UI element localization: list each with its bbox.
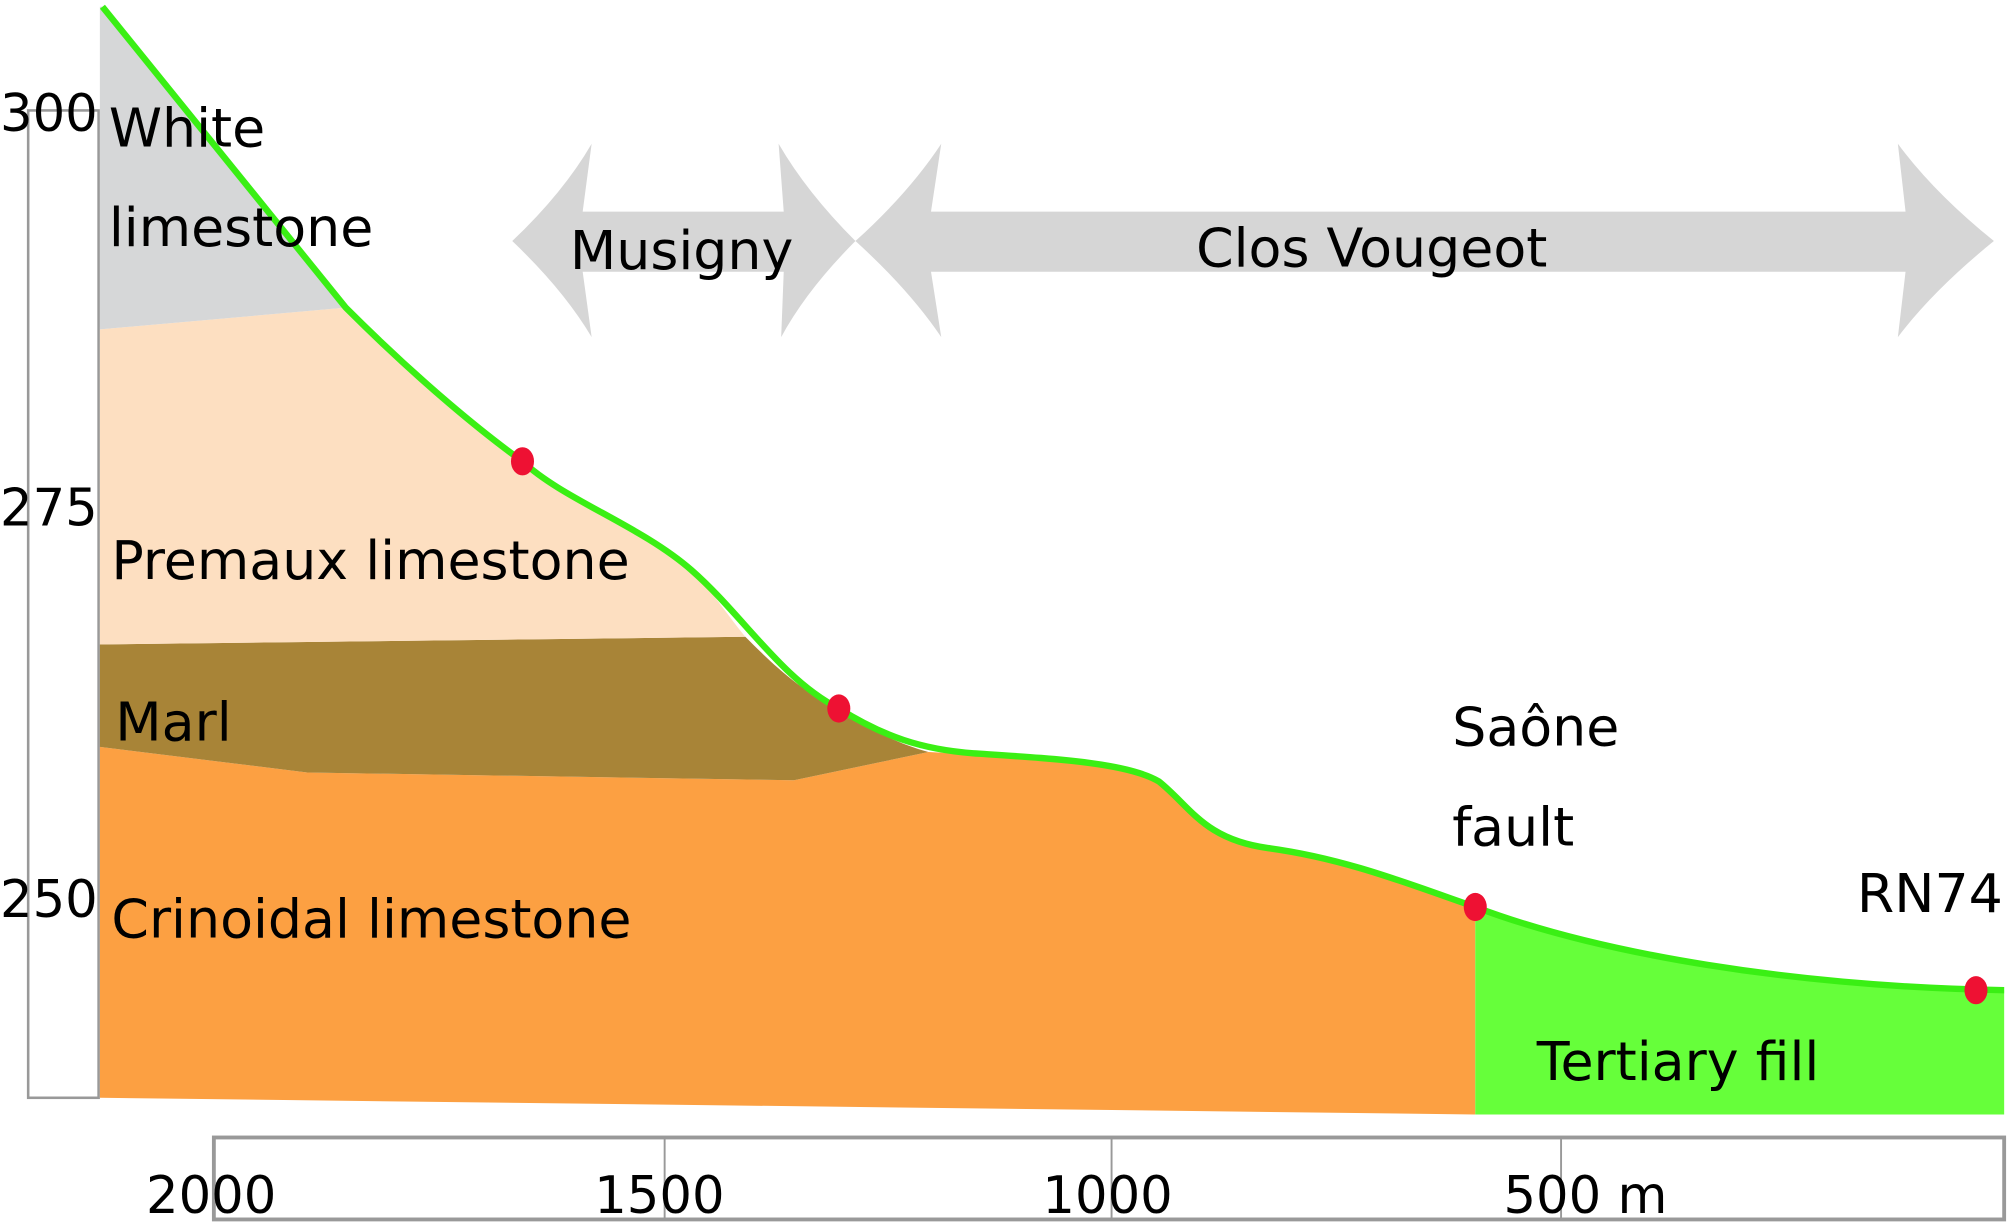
saone-fault-label-line2: fault xyxy=(1452,796,1574,859)
x-tick-1000: 1000 xyxy=(1042,1166,1172,1226)
white-limestone-layer xyxy=(99,6,346,330)
y-tick-275: 275 xyxy=(0,478,98,538)
y-tick-250: 250 xyxy=(0,870,98,930)
premaux-limestone-layer xyxy=(99,307,746,645)
elevation-scale-box xyxy=(26,109,100,1100)
white-limestone-label-line1: White xyxy=(109,96,265,159)
crinoidal-limestone-label: Crinoidal limestone xyxy=(111,888,631,951)
saone-fault-label-line1: Saône xyxy=(1452,696,1619,759)
tertiary-fill-layer xyxy=(1475,906,2005,1115)
musigny-extent-arrow xyxy=(512,143,856,338)
marker-dot xyxy=(510,447,535,476)
clos-vougeot-extent-arrow xyxy=(855,143,1994,338)
tertiary-fill-label: Tertiary fill xyxy=(1536,1030,1820,1093)
rn74-label: RN74 xyxy=(1857,862,2003,925)
y-tick-300: 300 xyxy=(0,84,98,144)
x-tick-500m: 500 m xyxy=(1503,1166,1667,1226)
x-tick-1500: 1500 xyxy=(594,1166,724,1226)
rn74-marker-dot xyxy=(1964,976,1988,1005)
distance-scale xyxy=(211,1135,2007,1222)
premaux-limestone-label: Premaux limestone xyxy=(111,529,629,592)
white-limestone-label-line2: limestone xyxy=(109,196,373,259)
crinoidal-limestone-layer xyxy=(99,746,1476,1115)
marker-dot xyxy=(827,694,851,723)
musigny-label: Musigny xyxy=(570,219,793,282)
marl-layer xyxy=(99,636,929,781)
clos-vougeot-label: Clos Vougeot xyxy=(1196,217,1547,280)
ground-surface-line xyxy=(99,4,2005,994)
marl-label: Marl xyxy=(115,691,231,754)
x-tick-2000: 2000 xyxy=(146,1166,276,1226)
saone-fault-marker-dot xyxy=(1463,892,1487,922)
